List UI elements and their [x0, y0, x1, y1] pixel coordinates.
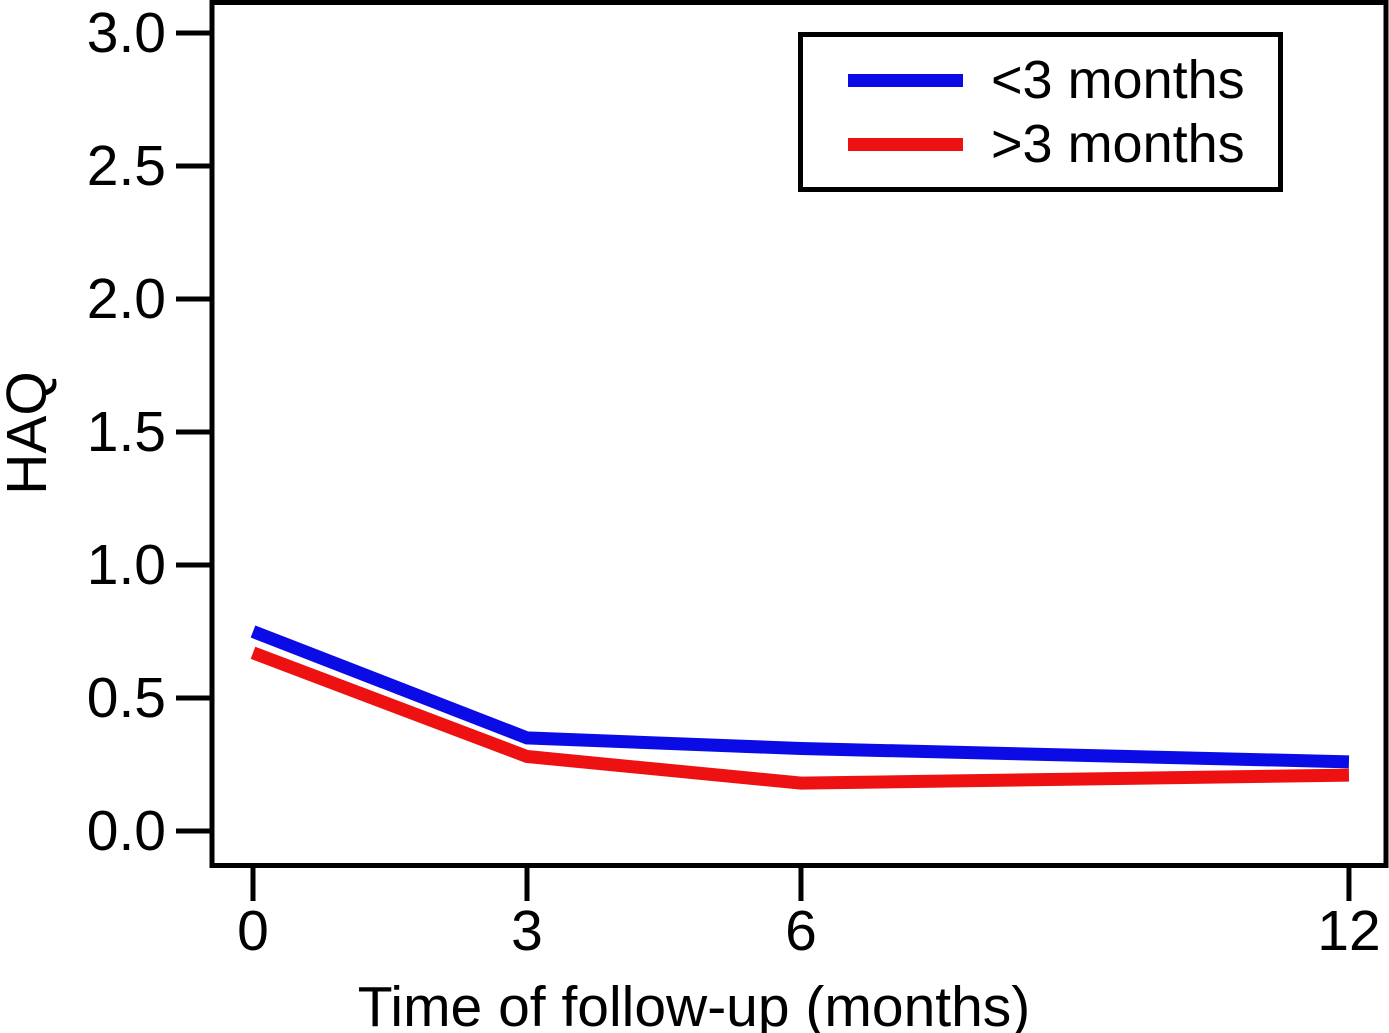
- x-tick-label: 3: [511, 899, 543, 963]
- legend-label: >3 months: [991, 114, 1245, 174]
- series-line-1: [250, 646, 1350, 790]
- y-tick-label: 1.0: [87, 533, 166, 597]
- y-tick-label: 2.5: [87, 134, 166, 198]
- legend-swatch-blue-line: [848, 73, 963, 87]
- y-axis-title: HAQ: [0, 371, 59, 495]
- x-tick-label: 6: [785, 899, 817, 963]
- legend-swatch-red-line: [848, 137, 963, 151]
- x-axis-ticks: 0 3 6 12: [237, 866, 1381, 963]
- legend-item: >3 months: [848, 117, 1278, 171]
- y-axis-ticks: 3.0 2.5 2.0 1.5 1.0 0.5 0.0: [87, 1, 212, 863]
- x-tick-label: 0: [237, 899, 269, 963]
- legend-label: <3 months: [991, 50, 1245, 110]
- legend-item: <3 months: [848, 53, 1278, 107]
- data-series: [250, 625, 1350, 790]
- series-line-0: [250, 625, 1350, 769]
- y-tick-label: 3.0: [87, 1, 166, 65]
- x-axis-title: Time of follow-up (months): [358, 975, 1031, 1033]
- y-tick-label: 0.5: [87, 666, 166, 730]
- y-tick-label: 2.0: [87, 267, 166, 331]
- legend: <3 months >3 months: [798, 32, 1283, 192]
- y-tick-label: 1.5: [87, 400, 166, 464]
- x-tick-label: 12: [1317, 899, 1380, 963]
- y-tick-label: 0.0: [87, 799, 166, 863]
